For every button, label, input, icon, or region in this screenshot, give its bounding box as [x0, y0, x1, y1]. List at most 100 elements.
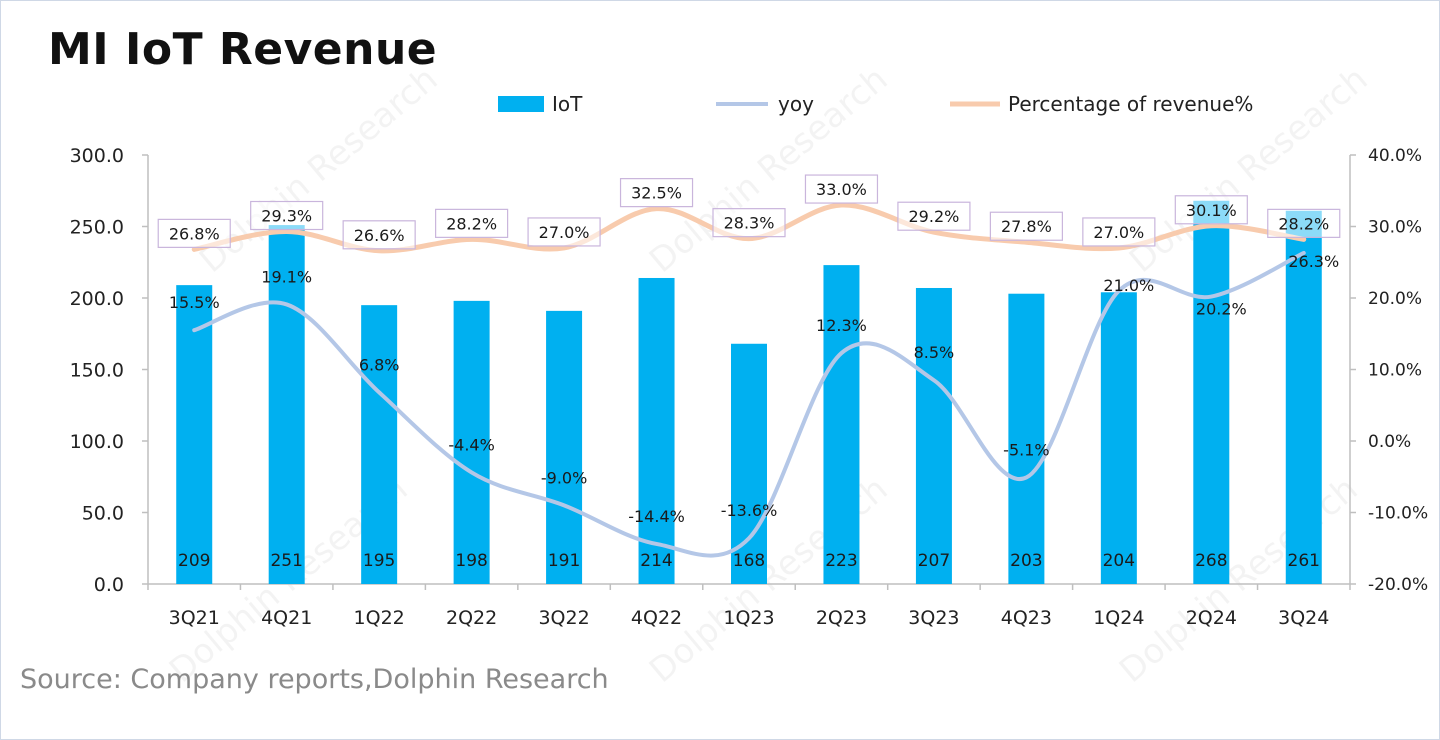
- bar-data-label: 223: [825, 551, 857, 571]
- x-axis-tick-label: 1Q24: [1093, 607, 1144, 629]
- percentage-data-label: 27.0%: [1093, 223, 1144, 242]
- percentage-label-box: [804, 174, 879, 204]
- percentage-data-label: 29.2%: [909, 207, 960, 226]
- yoy-data-label: 26.3%: [1288, 252, 1339, 271]
- percentage-label-box: [527, 217, 601, 247]
- left-axis-tick-label: 150.0: [70, 360, 124, 382]
- percentage-label-box: [897, 201, 971, 231]
- right-axis-tick-label: 20.0%: [1368, 289, 1422, 309]
- bar-data-label: 268: [1195, 551, 1227, 571]
- percentage-data-label: 28.3%: [724, 214, 775, 233]
- x-axis-tick-label: 3Q24: [1278, 607, 1329, 629]
- percentage-data-label: 29.3%: [261, 207, 312, 226]
- bar-data-label: 209: [178, 551, 210, 571]
- bar-data-label: 203: [1010, 551, 1042, 571]
- bar-data-label: 195: [363, 551, 395, 571]
- yoy-data-label: -5.1%: [1003, 440, 1049, 459]
- right-axis-tick-label: 10.0%: [1368, 361, 1422, 381]
- left-axis-tick-label: 50.0: [82, 503, 124, 525]
- bar-iot: [1100, 292, 1137, 584]
- percentage-label-box: [157, 218, 231, 248]
- percentage-data-label: 27.0%: [539, 223, 590, 242]
- percentage-data-label: 28.2%: [446, 214, 497, 233]
- right-axis-tick-label: 30.0%: [1368, 218, 1422, 238]
- bar-iot: [268, 225, 305, 584]
- percentage-data-label: 26.6%: [354, 226, 405, 245]
- percentage-data-label: 27.8%: [1001, 217, 1052, 236]
- source-note: Source: Company reports,Dolphin Research: [20, 664, 609, 695]
- yoy-data-label: 15.5%: [169, 293, 220, 312]
- legend-label-yoy: yoy: [778, 92, 814, 116]
- x-axis-tick-label: 2Q24: [1186, 607, 1237, 629]
- percentage-label-box: [1267, 208, 1341, 238]
- x-axis-tick-label: 3Q22: [538, 607, 589, 629]
- x-axis-tick-label: 2Q22: [446, 607, 497, 629]
- yoy-data-label: -9.0%: [541, 468, 587, 487]
- right-axis-tick-label: 0.0%: [1368, 432, 1411, 452]
- bar-iot: [1008, 293, 1045, 584]
- bar-data-label: 191: [548, 551, 580, 571]
- percentage-data-label: 26.8%: [169, 224, 220, 243]
- percentage-label-box: [712, 208, 786, 238]
- bar-iot: [1285, 210, 1322, 584]
- percentage-label-box: [1174, 195, 1248, 225]
- legend-label-percentage: Percentage of revenue%: [1008, 92, 1253, 116]
- bar-iot: [361, 305, 398, 584]
- line-percentage-of-revenue: [191, 202, 1307, 254]
- percentage-data-label: 32.5%: [631, 184, 682, 203]
- percentage-data-label: 30.1%: [1186, 201, 1237, 220]
- chart-title: MI IoT Revenue: [48, 24, 438, 75]
- bar-iot: [1193, 200, 1230, 584]
- percentage-label-box: [1082, 217, 1156, 247]
- yoy-data-label: 20.2%: [1196, 300, 1247, 319]
- x-axis-tick-label: 3Q21: [169, 607, 220, 629]
- bar-data-label: 214: [640, 551, 672, 571]
- left-axis-tick-label: 200.0: [70, 288, 124, 310]
- percentage-data-label: 28.2%: [1278, 214, 1329, 233]
- right-axis-tick-label: 40.0%: [1368, 146, 1422, 166]
- percentage-data-label: 33.0%: [816, 180, 867, 199]
- right-axis-tick-label: -20.0%: [1368, 575, 1428, 595]
- left-axis-tick-label: 100.0: [70, 431, 124, 453]
- bar-iot: [731, 343, 767, 584]
- yoy-data-label: 8.5%: [914, 343, 955, 362]
- yoy-data-label: -13.6%: [721, 501, 778, 520]
- percentage-label-box: [989, 211, 1063, 241]
- bar-data-label: 168: [733, 551, 765, 571]
- bar-data-label: 198: [455, 551, 487, 571]
- yoy-data-label: 12.3%: [816, 316, 867, 335]
- x-axis-tick-label: 4Q23: [1001, 607, 1052, 629]
- bar-iot: [638, 277, 675, 584]
- yoy-data-label: 6.8%: [359, 355, 400, 374]
- percentage-label-box: [619, 178, 694, 208]
- yoy-data-label: -4.4%: [448, 435, 494, 454]
- yoy-data-label: 19.1%: [261, 267, 312, 286]
- x-axis-tick-label: 4Q22: [631, 607, 682, 629]
- right-axis-tick-label: -10.0%: [1368, 504, 1428, 524]
- x-axis-tick-label: 2Q23: [816, 607, 867, 629]
- line-yoy: [192, 250, 1306, 558]
- bar-iot: [823, 265, 860, 584]
- x-axis-tick-label: 3Q23: [908, 607, 959, 629]
- bar-iot: [546, 310, 583, 584]
- percentage-label-box: [435, 208, 509, 238]
- left-axis-tick-label: 250.0: [70, 217, 124, 239]
- percentage-label-box: [342, 220, 416, 250]
- bar-iot: [915, 287, 952, 584]
- yoy-data-label: -14.4%: [628, 507, 685, 526]
- bar-iot: [453, 300, 490, 584]
- bar-data-label: 261: [1288, 551, 1320, 571]
- bar-iot: [176, 285, 213, 584]
- x-axis-tick-label: 1Q23: [723, 607, 774, 629]
- bar-data-label: 207: [918, 551, 950, 571]
- yoy-data-label: 21.0%: [1103, 276, 1154, 295]
- legend-label-iot: IoT: [552, 92, 583, 116]
- bar-data-label: 251: [270, 551, 302, 571]
- x-axis-tick-label: 4Q21: [261, 607, 312, 629]
- legend-swatch-iot: [498, 96, 544, 112]
- percentage-label-box: [250, 200, 324, 231]
- left-axis-tick-label: 0.0: [94, 574, 124, 596]
- x-axis-tick-label: 1Q22: [354, 607, 405, 629]
- bar-data-label: 204: [1103, 551, 1135, 571]
